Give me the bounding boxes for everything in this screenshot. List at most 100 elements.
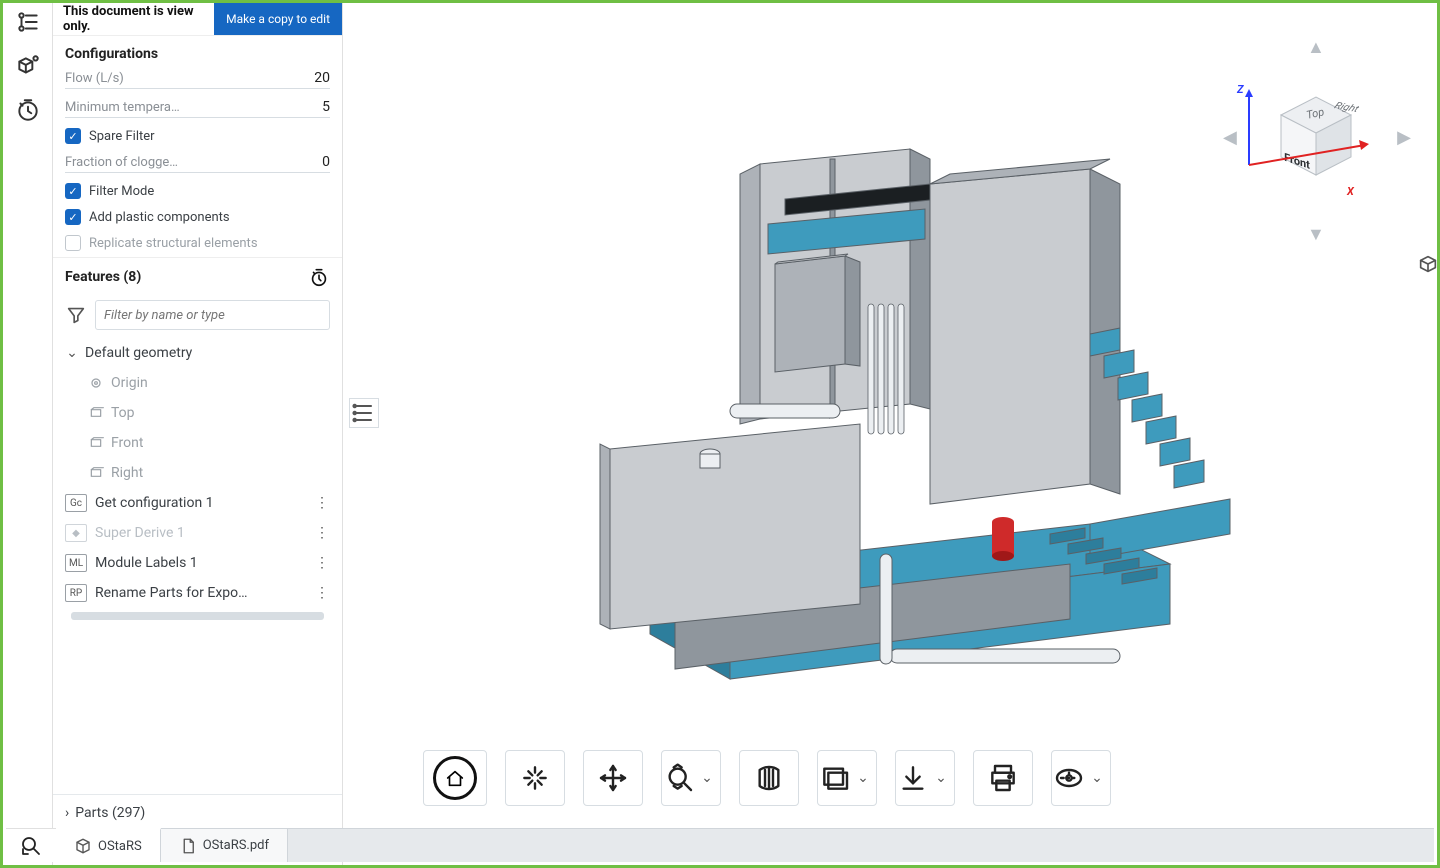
measure-icon — [1053, 762, 1085, 794]
tree-label: Origin — [111, 375, 148, 391]
tree-geometry-item[interactable]: Right — [61, 458, 334, 488]
view-only-notice: This document is view only. Make a copy … — [53, 3, 342, 35]
notice-text: This document is view only. — [53, 4, 214, 34]
feature-label: Rename Parts for Expo… — [95, 585, 248, 601]
config-label: Replicate structural elements — [89, 236, 258, 251]
tree-label: Default geometry — [85, 345, 192, 361]
config-checkbox-row[interactable]: ✓Add plastic components — [65, 209, 330, 225]
view-cube[interactable]: ▲ ▼ ▶ ◀ Top Front Right Z — [1227, 41, 1407, 241]
feature-handle-icon[interactable]: ⋮ — [315, 585, 328, 601]
feature-item[interactable]: RP Rename Parts for Expo… ⋮ — [61, 578, 334, 608]
history-timer-icon[interactable] — [15, 97, 41, 123]
toolbar-zoom-button[interactable]: ⌄ — [661, 750, 721, 806]
axis-z-label: Z — [1237, 83, 1243, 96]
config-checkbox-row[interactable]: ✓ Spare Filter — [65, 128, 330, 144]
config-checkbox-row[interactable]: ✓ Filter Mode — [65, 183, 330, 199]
config-numeric-row[interactable]: Flow (L/s) 20 — [65, 70, 330, 89]
viewcube-arrow-up-icon[interactable]: ▲ — [1307, 37, 1325, 58]
toolbar-section-button[interactable] — [739, 750, 799, 806]
toolbar-print-button[interactable] — [973, 750, 1033, 806]
toolbar-home-button[interactable] — [423, 750, 487, 806]
tab-label: OStaRS — [98, 839, 142, 854]
config-label: Spare Filter — [89, 129, 155, 144]
toolbar-measure-button[interactable]: ⌄ — [1051, 750, 1111, 806]
document-tab[interactable]: OStaRS.pdf — [161, 829, 288, 862]
config-value: 0 — [322, 154, 330, 170]
part-studio-icon — [74, 837, 92, 855]
document-tabs: OStaRS OStaRS.pdf — [56, 828, 1434, 862]
feature-badge: ◆ — [65, 524, 87, 542]
tree-geometry-item[interactable]: Origin — [61, 368, 334, 398]
feature-item[interactable]: Gc Get configuration 1 ⋮ — [61, 488, 334, 518]
config-label: Flow (L/s) — [65, 71, 124, 86]
print-icon — [987, 762, 1019, 794]
render-mode-button[interactable]: ▾ — [1417, 253, 1440, 275]
chevron-down-icon: ⌄ — [857, 770, 875, 786]
config-numeric-row[interactable]: Minimum tempera…5 — [65, 99, 330, 118]
feature-badge: Gc — [65, 494, 87, 512]
feature-item[interactable]: ◆ Super Derive 1 ⋮ — [61, 518, 334, 548]
feature-label: Module Labels 1 — [95, 555, 198, 571]
checkbox-icon — [65, 235, 81, 251]
chevron-down-icon: ⌄ — [1091, 770, 1109, 786]
checkbox-icon: ✓ — [65, 128, 81, 144]
tree-default-geometry[interactable]: ⌄ Default geometry — [61, 338, 334, 368]
viewcube-arrow-left-icon[interactable]: ◀ — [1223, 127, 1237, 148]
features-filter-row — [53, 296, 342, 338]
viewcube-arrow-right-icon[interactable]: ▶ — [1397, 127, 1411, 148]
parts-label: Parts (297) — [75, 805, 145, 821]
toolbar-named-views-button[interactable]: ⌄ — [817, 750, 877, 806]
parts-section[interactable]: › Parts (297) — [53, 794, 342, 831]
zoom-tool-icon[interactable] — [6, 828, 56, 862]
pan-icon — [597, 762, 629, 794]
chevron-down-icon: ⌄ — [701, 770, 719, 786]
toolbar-pan-button[interactable] — [583, 750, 643, 806]
model-3d-render — [530, 104, 1250, 724]
viewport[interactable]: ▲ ▼ ▶ ◀ Top Front Right Z — [343, 3, 1437, 865]
fit-icon — [519, 762, 551, 794]
tree-label: Right — [111, 465, 143, 481]
tree-geometry-item[interactable]: Front — [61, 428, 334, 458]
feature-handle-icon[interactable]: ⋮ — [315, 495, 328, 511]
viewcube-arrow-down-icon[interactable]: ▼ — [1307, 224, 1325, 245]
toolbar-export-button[interactable]: ⌄ — [895, 750, 955, 806]
make-copy-button[interactable]: Make a copy to edit — [214, 3, 342, 35]
feature-tree: ⌄ Default geometry Origin Top Front Right G… — [53, 338, 342, 620]
filter-icon[interactable] — [65, 304, 87, 326]
feature-handle-icon[interactable]: ⋮ — [315, 525, 328, 541]
features-timer-icon[interactable] — [308, 266, 330, 288]
checkbox-icon: ✓ — [65, 183, 81, 199]
configurations-list: Flow (L/s) 20 Minimum tempera…5 ✓ Spare Filt… — [53, 68, 342, 257]
zoom-icon — [663, 762, 695, 794]
section-icon — [753, 762, 785, 794]
feature-handle-icon[interactable]: ⋮ — [315, 555, 328, 571]
pdf-icon — [179, 837, 197, 855]
view-toolbar: ⌄ ⌄ ⌄ ⌄ — [413, 745, 1367, 811]
plane-icon — [87, 404, 105, 422]
feature-badge: ML — [65, 554, 87, 572]
left-panel: This document is view only. Make a copy … — [53, 3, 343, 865]
plane-icon — [87, 464, 105, 482]
configurations-header: Configurations — [53, 35, 342, 68]
feature-badge: RP — [65, 584, 87, 602]
feature-tree-icon[interactable] — [15, 9, 41, 35]
config-numeric-row[interactable]: Fraction of clogge… 0 — [65, 154, 330, 173]
features-filter-input[interactable] — [95, 300, 330, 330]
scroll-indicator — [71, 612, 324, 620]
config-label: Filter Mode — [89, 184, 154, 199]
toolbar-fit-button[interactable] — [505, 750, 565, 806]
feature-item[interactable]: ML Module Labels 1 ⋮ — [61, 548, 334, 578]
config-checkbox-row[interactable]: Replicate structural elements — [65, 235, 330, 251]
tree-label: Top — [111, 405, 135, 421]
document-tab[interactable]: OStaRS — [56, 828, 161, 862]
origin-icon — [87, 374, 105, 392]
home-icon — [433, 756, 477, 800]
tab-label: OStaRS.pdf — [203, 838, 269, 853]
feature-label: Get configuration 1 — [95, 495, 214, 511]
feature-label: Super Derive 1 — [95, 525, 185, 541]
config-value: 20 — [314, 70, 330, 86]
left-icon-rail — [3, 3, 53, 865]
config-label: Fraction of clogge… — [65, 155, 178, 170]
cube-tree-icon[interactable] — [15, 53, 41, 79]
tree-geometry-item[interactable]: Top — [61, 398, 334, 428]
